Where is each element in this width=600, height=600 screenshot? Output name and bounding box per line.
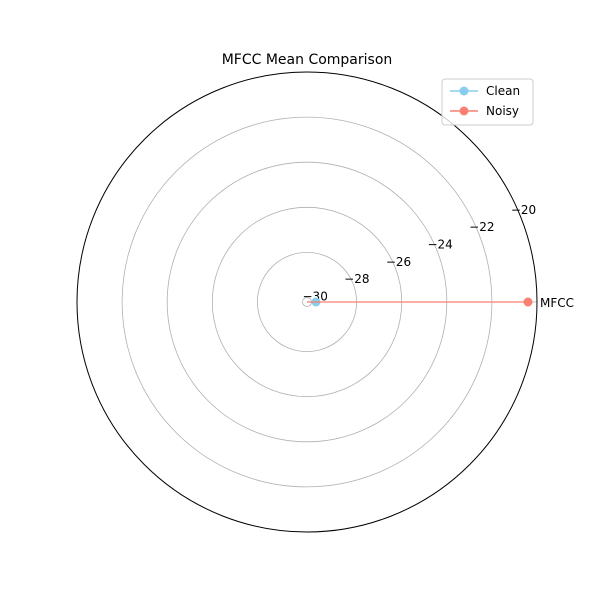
legend-item: Clean (450, 84, 520, 98)
data-point (523, 297, 533, 307)
legend-swatch-marker (459, 106, 469, 116)
legend: Clean Noisy (441, 78, 534, 126)
radial-tick-label: −24 (427, 237, 452, 251)
chart-title: MFCC Mean Comparison (222, 52, 393, 68)
legend-item: Noisy (450, 104, 519, 118)
radial-tick-label: −26 (386, 255, 411, 269)
series-layer (307, 297, 533, 307)
radial-tick-label: −20 (511, 203, 536, 217)
legend-label: Clean (486, 84, 520, 98)
legend-label: Noisy (486, 104, 519, 118)
polar-frame (76, 71, 538, 533)
radial-tick-label: −30 (303, 289, 328, 303)
category-labels: MFCC (540, 296, 574, 310)
radial-tick-label: −28 (344, 272, 369, 286)
category-label: MFCC (540, 296, 574, 310)
radial-tick-labels: −30 −28 −26 −24 −22 −20 (303, 203, 537, 303)
radial-tick-label: −22 (469, 220, 494, 234)
legend-swatch-marker (459, 86, 469, 96)
series-noisy (307, 297, 533, 307)
